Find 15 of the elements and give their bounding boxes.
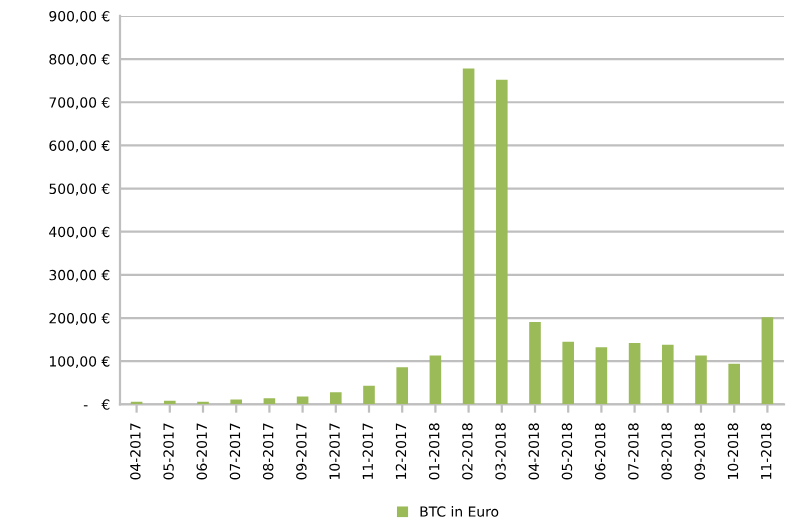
bar [429,355,442,405]
bar [263,398,276,405]
bar [363,385,375,405]
bar [695,355,707,405]
bar [396,367,409,405]
bar [462,68,475,405]
bar [628,343,641,405]
bar [529,321,541,405]
bar [728,363,741,405]
bar [329,392,342,405]
bar [495,79,508,405]
bar [661,344,674,405]
bar [562,341,575,405]
bar [761,317,774,405]
bar [595,347,608,405]
